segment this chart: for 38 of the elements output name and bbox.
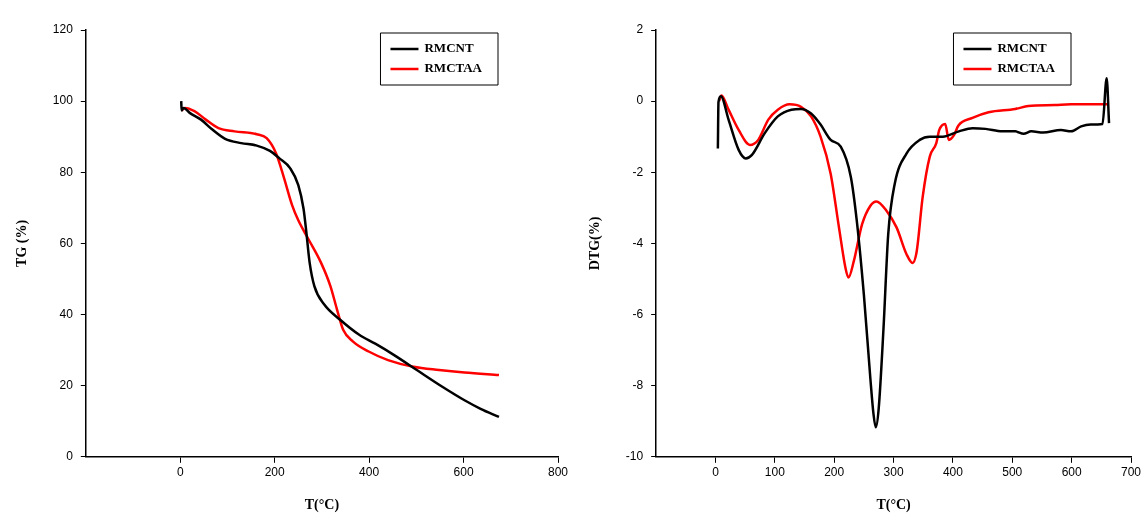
x-tick-label: 400 [359,465,380,480]
legend-label: RMCTAA [997,60,1056,76]
x-tick-label: 200 [824,465,845,480]
line-series [716,77,1111,429]
y-tick-label: 0 [636,93,644,108]
y-tick-label: -4 [632,235,644,250]
line-series [717,94,1109,279]
line-series [179,99,501,419]
y-tick-label: 2 [636,22,644,37]
y-tick-label: 0 [66,449,74,464]
y-tick-label: 60 [59,235,74,250]
legend-label: RMCNT [997,40,1047,56]
x-tick-label: 200 [264,465,286,480]
y-tick-label: -2 [632,164,644,179]
x-axis-title: T(°C) [876,497,912,514]
y-tick-label: -8 [632,377,644,392]
y-tick-label: -10 [625,449,644,464]
x-tick-label: 300 [883,465,904,480]
x-tick-label: 100 [764,465,786,480]
x-tick-label: 600 [453,465,474,480]
x-tick-label: 0 [176,465,184,480]
y-axis-title: TG (%) [14,219,31,267]
y-tick-label: 40 [59,306,74,321]
legend-label: RMCNT [424,40,474,56]
y-axis-title: DTG(%) [587,216,604,271]
x-tick-label: 0 [712,465,720,480]
y-tick-label: 80 [59,164,74,179]
y-tick-label: 120 [52,22,74,37]
x-tick-label: 600 [1061,465,1082,480]
x-tick-label: 500 [1002,465,1023,480]
legend-label: RMCTAA [424,60,483,76]
x-tick-label: 400 [942,465,964,480]
x-axis-title: T(°C) [304,497,340,514]
y-tick-label: 100 [52,93,74,108]
y-tick-label: 20 [59,377,74,392]
x-tick-label: 700 [1120,465,1142,480]
x-tick-label: 800 [547,465,569,480]
y-tick-label: -6 [632,306,644,321]
